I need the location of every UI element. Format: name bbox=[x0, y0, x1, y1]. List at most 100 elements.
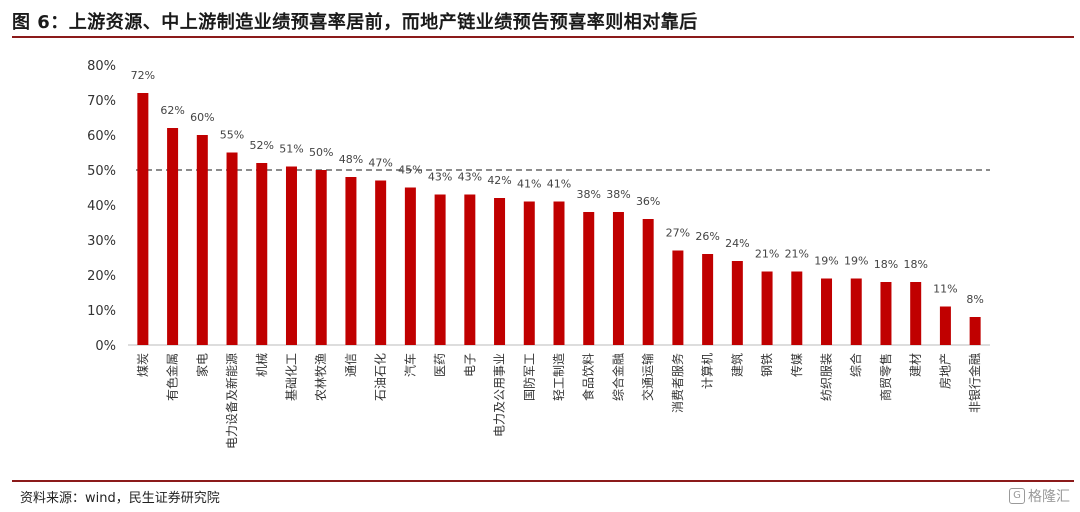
data-label: 72% bbox=[131, 69, 155, 82]
bar bbox=[315, 170, 327, 345]
bar bbox=[731, 261, 743, 345]
data-label: 24% bbox=[725, 237, 749, 250]
data-label: 26% bbox=[695, 230, 719, 243]
y-tick-label: 40% bbox=[87, 199, 116, 214]
bar bbox=[167, 128, 179, 345]
y-tick-label: 70% bbox=[87, 94, 116, 109]
bar bbox=[137, 93, 149, 345]
bar bbox=[226, 152, 238, 345]
watermark-text: 格隆汇 bbox=[1028, 489, 1070, 505]
footer-rule bbox=[12, 480, 1074, 482]
watermark: G 格隆汇 bbox=[1009, 486, 1070, 506]
bar-chart: 0% 10% 20% 30% 40% 50% 60% 70% 80% 72% 煤炭 62% 有色金属 60… bbox=[87, 59, 990, 449]
category-label: 消费者服务 bbox=[670, 353, 685, 413]
y-tick-label: 10% bbox=[87, 304, 116, 319]
figure-title: 图 6：上游资源、中上游制造业绩预喜率居前，而地产链业绩预告预喜率则相对靠后 bbox=[12, 12, 698, 33]
category-label: 计算机 bbox=[700, 353, 715, 389]
bar bbox=[642, 219, 654, 345]
y-tick-label: 30% bbox=[87, 234, 116, 249]
bar bbox=[583, 212, 595, 345]
category-label: 轻工制造 bbox=[552, 353, 566, 401]
data-label: 38% bbox=[576, 188, 600, 201]
category-label: 基础化工 bbox=[284, 353, 298, 401]
bar bbox=[969, 317, 981, 345]
data-label: 11% bbox=[933, 283, 957, 296]
bar bbox=[821, 278, 833, 345]
bar bbox=[494, 198, 506, 345]
source-note: 资料来源：wind，民生证券研究院 bbox=[20, 491, 220, 506]
bar bbox=[256, 163, 268, 345]
category-label: 农林牧渔 bbox=[314, 353, 328, 401]
category-label: 综合 bbox=[848, 353, 863, 377]
bar bbox=[375, 180, 387, 345]
y-tick-label: 20% bbox=[87, 269, 116, 284]
category-label: 电力设备及新能源 bbox=[224, 353, 239, 449]
category-label: 商贸零售 bbox=[878, 353, 893, 401]
bar bbox=[761, 271, 773, 345]
y-tick-label: 50% bbox=[87, 164, 116, 179]
bar bbox=[196, 135, 208, 345]
bar bbox=[464, 194, 476, 345]
data-label: 42% bbox=[487, 174, 511, 187]
bar bbox=[791, 271, 803, 345]
category-label: 有色金属 bbox=[165, 353, 180, 401]
data-label: 18% bbox=[903, 258, 927, 271]
category-label: 机械 bbox=[254, 353, 269, 377]
data-label: 47% bbox=[368, 157, 392, 170]
data-label: 18% bbox=[874, 258, 898, 271]
data-label: 52% bbox=[250, 139, 274, 152]
data-label: 21% bbox=[785, 248, 809, 261]
bar bbox=[939, 306, 951, 345]
category-label: 食品饮料 bbox=[581, 353, 596, 401]
category-label: 交通运输 bbox=[640, 353, 655, 401]
data-label: 36% bbox=[636, 195, 660, 208]
data-label: 41% bbox=[517, 178, 541, 191]
data-label: 19% bbox=[814, 255, 838, 268]
y-tick-label: 60% bbox=[87, 129, 116, 144]
bar bbox=[880, 282, 892, 345]
data-label: 38% bbox=[606, 188, 630, 201]
data-label: 21% bbox=[755, 248, 779, 261]
category-label: 纺织服装 bbox=[820, 353, 834, 401]
category-label: 非银行金融 bbox=[967, 353, 982, 413]
bar bbox=[404, 187, 416, 345]
data-label: 45% bbox=[398, 164, 422, 177]
category-label: 建材 bbox=[909, 353, 923, 377]
watermark-logo-icon: G bbox=[1009, 488, 1025, 504]
category-label: 汽车 bbox=[402, 353, 417, 377]
category-label: 石油石化 bbox=[374, 353, 388, 401]
data-label: 41% bbox=[547, 178, 571, 191]
data-label: 43% bbox=[428, 171, 452, 184]
bar bbox=[910, 282, 922, 345]
category-label: 房地产 bbox=[937, 353, 952, 389]
category-label: 电力及公用事业 bbox=[493, 353, 507, 437]
data-label: 48% bbox=[339, 153, 363, 166]
data-label: 60% bbox=[190, 111, 214, 124]
bar bbox=[672, 250, 684, 345]
data-label: 50% bbox=[309, 146, 333, 159]
category-label: 建筑 bbox=[729, 353, 744, 377]
category-label: 国防军工 bbox=[521, 353, 536, 401]
category-label: 电子 bbox=[463, 353, 477, 377]
category-label: 医药 bbox=[433, 353, 447, 377]
data-label: 8% bbox=[966, 293, 983, 306]
data-label: 51% bbox=[279, 143, 303, 156]
bar bbox=[523, 201, 535, 345]
category-label: 通信 bbox=[344, 353, 358, 377]
title-rule bbox=[12, 36, 1074, 38]
y-tick-label: 80% bbox=[87, 59, 116, 74]
bar bbox=[850, 278, 862, 345]
bar bbox=[434, 194, 446, 345]
data-label: 55% bbox=[220, 129, 244, 142]
category-label: 钢铁 bbox=[760, 353, 774, 377]
data-label: 27% bbox=[666, 227, 690, 240]
data-label: 19% bbox=[844, 255, 868, 268]
y-tick-label: 0% bbox=[95, 339, 116, 354]
bar bbox=[553, 201, 565, 345]
category-label: 家电 bbox=[194, 353, 209, 377]
bar bbox=[285, 166, 297, 345]
category-label: 综合金融 bbox=[610, 353, 625, 401]
category-label: 煤炭 bbox=[136, 353, 150, 377]
bar bbox=[612, 212, 624, 345]
bar bbox=[702, 254, 714, 345]
